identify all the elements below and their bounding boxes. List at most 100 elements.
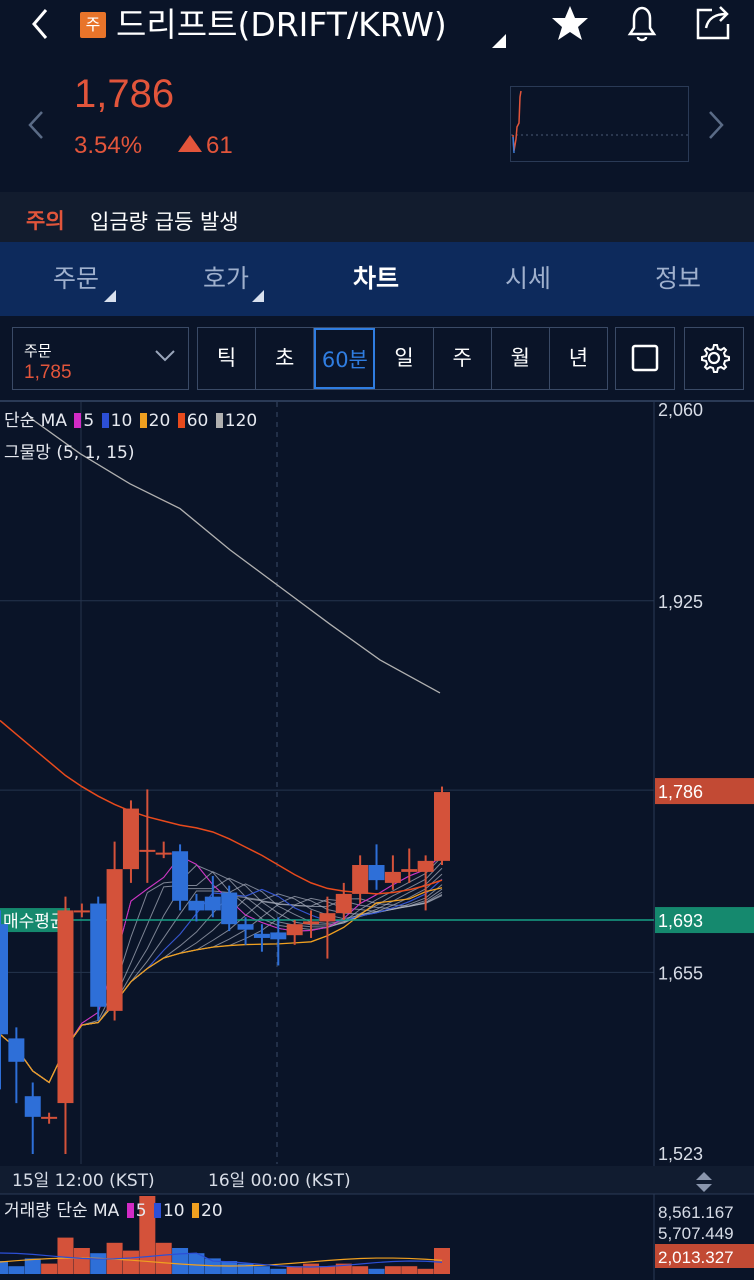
- tab-info[interactable]: 정보: [618, 242, 738, 316]
- candle-body: [73, 910, 90, 913]
- change-amount-value: 61: [206, 132, 233, 159]
- candle-body: [384, 871, 401, 883]
- period-60min[interactable]: 60분: [314, 328, 376, 389]
- order-price-select[interactable]: [12, 327, 189, 390]
- price-axis: 2,060 1,925 1,655 1,523 1,786 1,693: [655, 402, 754, 1164]
- ribbon-legend: 그물망 (5, 1, 15): [4, 443, 135, 463]
- period-second[interactable]: 초: [256, 328, 315, 389]
- order-select-label: 주문: [24, 342, 52, 360]
- notice-bar[interactable]: [0, 192, 754, 242]
- volume-tick: 8,561.167: [658, 1203, 734, 1222]
- chevron-left-icon: [28, 111, 43, 139]
- tab-market-price[interactable]: 시세: [468, 242, 588, 316]
- tab-caret-icon: [104, 290, 116, 302]
- prev-coin-button[interactable]: [26, 108, 46, 150]
- candle-body: [270, 932, 287, 940]
- chart-settings-button[interactable]: [684, 327, 744, 390]
- candle-body: [303, 921, 320, 925]
- chevron-left-icon: [32, 9, 48, 39]
- ma-legend-label: 단순 MA: [4, 411, 67, 431]
- resize-up-icon: [696, 1172, 712, 1180]
- next-coin-button[interactable]: [706, 108, 726, 150]
- volume-bar: [417, 1268, 434, 1274]
- volume-bar: [0, 1261, 8, 1274]
- mini-chart-svg: [511, 90, 688, 154]
- alert-button[interactable]: [620, 2, 664, 44]
- gear-icon: [701, 344, 730, 373]
- divider: [0, 400, 754, 402]
- top-bar: [0, 0, 754, 50]
- avg-buy-label: 매수평균: [3, 912, 66, 932]
- coin-title[interactable]: 드리프트(DRIFT/KRW): [116, 5, 447, 44]
- ma120-label: 120: [224, 411, 258, 431]
- current-price: 1,786: [74, 72, 175, 116]
- ma120-swatch: [215, 413, 223, 428]
- vol-ma10-label: 10: [162, 1201, 185, 1221]
- notice-tag: 주의: [26, 209, 65, 233]
- volume-bar: [90, 1253, 107, 1274]
- avg-price-tag: [655, 907, 754, 934]
- volume-bar: [368, 1268, 385, 1274]
- chevron-down-icon: [154, 344, 176, 366]
- share-button[interactable]: [692, 2, 736, 44]
- volume-bar: [401, 1266, 418, 1274]
- ma120-line: [29, 417, 441, 694]
- price-tick: 2,060: [658, 402, 703, 420]
- time-tick: 16일 00:00 (KST): [208, 1171, 351, 1191]
- volume-panel: 8,561.167 5,707.449 2,013.327: [0, 1193, 754, 1274]
- vol-ma10-swatch: [153, 1203, 161, 1218]
- period-tick[interactable]: 틱: [198, 328, 257, 389]
- vol-ma20-swatch: [192, 1203, 199, 1218]
- vol-ma5-label: 5: [135, 1201, 147, 1221]
- volume-bar: [188, 1253, 205, 1274]
- period-week[interactable]: 주: [434, 328, 492, 389]
- period-year[interactable]: 년: [568, 346, 589, 370]
- ma60-label: 60: [186, 411, 209, 431]
- volume-bar: [73, 1248, 90, 1274]
- candle-body: [8, 1038, 25, 1062]
- vol-ma10-line: [0, 1252, 443, 1268]
- candle-body: [155, 852, 172, 855]
- volume-bar: [172, 1248, 189, 1274]
- volume-tick: 5,707.449: [658, 1224, 734, 1243]
- candle-body: [319, 913, 336, 922]
- current-price-label: 1,786: [658, 782, 703, 802]
- ma20-swatch: [139, 413, 147, 428]
- volume-bar: [24, 1258, 41, 1274]
- candle-body: [139, 849, 156, 852]
- price-chart[interactable]: 매수평균 2,060 1,925 1,655 1,523 1,786 1,693 15일 …: [0, 402, 754, 1280]
- vol-ma5-swatch: [126, 1203, 134, 1218]
- time-tick: 15일 12:00 (KST): [12, 1171, 155, 1191]
- period-day[interactable]: 일: [375, 328, 434, 389]
- candle-body: [122, 808, 139, 870]
- tab-chart[interactable]: 차트: [316, 242, 436, 316]
- tab-order[interactable]: 주문: [16, 242, 136, 316]
- volume-bar: [57, 1237, 74, 1274]
- volume-bar: [155, 1242, 172, 1274]
- order-select-value: 1,785: [24, 362, 72, 383]
- back-button[interactable]: [26, 4, 56, 44]
- favorite-button[interactable]: [548, 2, 592, 44]
- mini-chart: [510, 86, 689, 162]
- candle-body: [417, 860, 434, 872]
- volume-legend: 거래량 단순 MA 5 10 20: [4, 1196, 223, 1221]
- fullscreen-button[interactable]: [615, 327, 675, 390]
- tab-orderbook[interactable]: 호가: [166, 242, 286, 316]
- volume-bar: [221, 1261, 238, 1274]
- candle-body: [188, 900, 205, 911]
- candle-body: [352, 865, 369, 894]
- ma5-label: 5: [83, 411, 95, 431]
- ma10-label: 10: [110, 411, 133, 431]
- candle-body: [434, 792, 450, 861]
- candle-body: [0, 924, 8, 1035]
- candle-body: [24, 1096, 41, 1117]
- vol-ma20-label: 20: [201, 1201, 223, 1221]
- title-dropdown-icon[interactable]: [492, 34, 506, 48]
- price-tick: 1,655: [658, 963, 703, 983]
- avg-price-label: 1,693: [658, 911, 703, 931]
- period-month[interactable]: 월: [492, 328, 550, 389]
- price-tick: 1,523: [658, 1144, 703, 1164]
- volume-bar: [8, 1266, 25, 1274]
- time-axis-bar: [0, 1166, 754, 1194]
- ma10-swatch: [101, 413, 109, 428]
